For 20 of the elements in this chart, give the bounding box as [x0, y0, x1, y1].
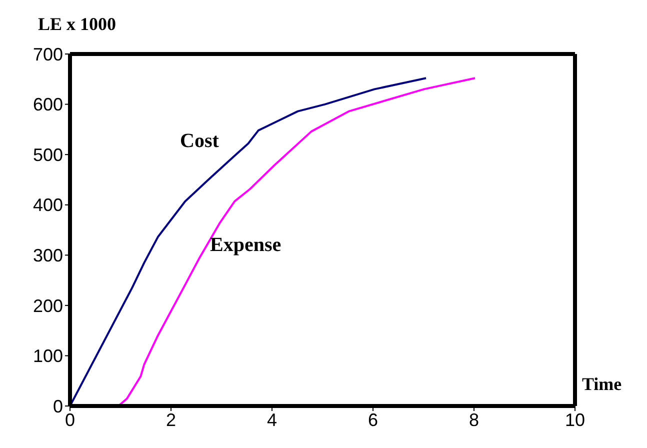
annotation: Expense — [210, 234, 282, 257]
y-tick-label: 200 — [32, 296, 63, 316]
y-tick-label: 400 — [32, 195, 63, 216]
y-axis-title: LE x 1000 — [38, 14, 116, 35]
x-tick-label: 6 — [368, 410, 378, 430]
x-tick-label: 8 — [468, 410, 480, 430]
x-tick-label: 2 — [166, 410, 176, 430]
x-axis-title: Time — [582, 374, 622, 395]
x-tick-label: 4 — [266, 410, 278, 430]
x-tick-label: 10 — [564, 410, 586, 430]
y-tick-label: 0 — [52, 396, 63, 416]
y-tick-label: 300 — [32, 246, 63, 266]
y-tick-label: 100 — [32, 346, 63, 366]
annotation: Cost — [180, 130, 219, 153]
x-tick-label: 0 — [64, 410, 76, 430]
y-tick-label: 500 — [32, 144, 63, 165]
line-series — [70, 77, 428, 406]
line-series — [117, 77, 476, 406]
y-tick-label: 700 — [32, 44, 63, 64]
y-tick-label: 600 — [32, 94, 63, 115]
